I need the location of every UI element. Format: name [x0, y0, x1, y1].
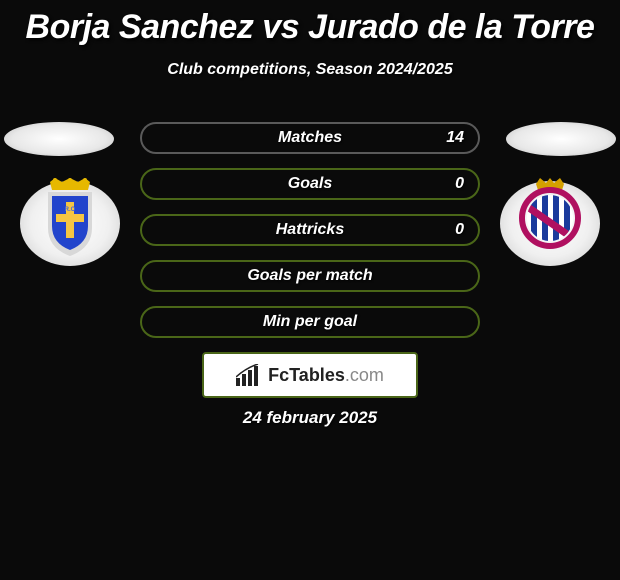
player-avatar-left: [4, 122, 114, 156]
stat-label: Goals: [288, 175, 332, 193]
bars-icon: [236, 364, 262, 386]
stat-label: Hattricks: [276, 221, 344, 239]
stat-row-min-per-goal: Min per goal: [140, 306, 480, 338]
brand-label: FcTables.com: [268, 365, 384, 386]
stat-row-hattricks: Hattricks 0: [140, 214, 480, 246]
stat-row-goals: Goals 0: [140, 168, 480, 200]
deportivo-shield-icon: [518, 178, 582, 260]
subtitle: Club competitions, Season 2024/2025: [0, 61, 620, 79]
club-crest-left: R.O: [20, 178, 120, 266]
club-crest-right: [500, 178, 600, 266]
stats-panel: Matches 14 Goals 0 Hattricks 0 Goals per…: [140, 122, 480, 352]
svg-text:R.O: R.O: [65, 207, 76, 213]
stat-label: Min per goal: [263, 313, 357, 331]
date-label: 24 february 2025: [0, 408, 620, 428]
stat-value-right: 14: [446, 129, 464, 147]
stat-label: Goals per match: [247, 267, 372, 285]
stat-row-matches: Matches 14: [140, 122, 480, 154]
stat-label: Matches: [278, 129, 342, 147]
stat-row-goals-per-match: Goals per match: [140, 260, 480, 292]
stat-value-right: 0: [455, 175, 464, 193]
oviedo-shield-icon: R.O: [40, 178, 100, 258]
page-title: Borja Sanchez vs Jurado de la Torre: [0, 0, 620, 47]
player-avatar-right: [506, 122, 616, 156]
stat-value-right: 0: [455, 221, 464, 239]
brand-box: FcTables.com: [202, 352, 418, 398]
